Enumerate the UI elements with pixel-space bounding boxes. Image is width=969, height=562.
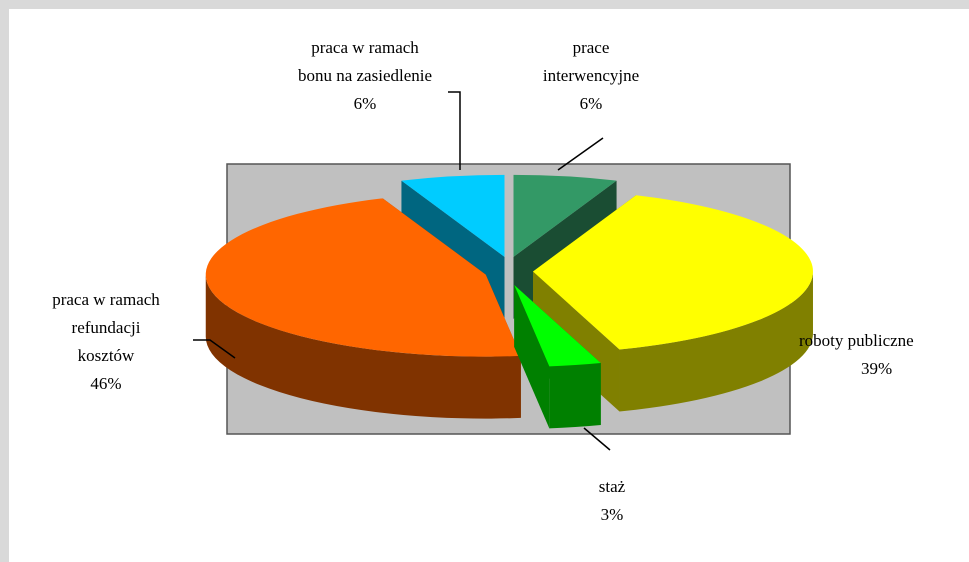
- category-label: prace interwencyjne: [542, 38, 640, 85]
- chart: prace interwencyjne 6% roboty publiczne 39…: [9, 9, 969, 562]
- leader-line: [557, 137, 604, 171]
- leader-line: [193, 339, 236, 359]
- value-label: 6%: [353, 94, 377, 113]
- slice: [401, 174, 505, 257]
- slice: [513, 174, 617, 257]
- leader-line: [583, 427, 611, 451]
- slice-side: [514, 285, 550, 429]
- slice-wall: [549, 363, 601, 429]
- slice-label: prace interwencyjne 6%: [535, 34, 647, 118]
- slice-label: praca w ramach refundacji kosztów 46%: [43, 286, 169, 398]
- category-label: praca w ramach refundacji kosztów: [52, 290, 160, 365]
- pie: [205, 174, 813, 429]
- value-label: 6%: [579, 94, 603, 113]
- slice-label: praca w ramach bonu na zasiedlenie 6%: [297, 34, 433, 118]
- slice: [532, 195, 813, 350]
- value-label: 3%: [600, 505, 624, 524]
- value-label: 46%: [90, 374, 122, 393]
- chart-svg: [193, 91, 813, 451]
- category-label: staż: [598, 477, 626, 496]
- slice: [205, 198, 521, 357]
- category-label: roboty publiczne: [799, 331, 914, 350]
- slice: [514, 285, 601, 367]
- value-label: 39%: [861, 359, 893, 378]
- slice-wall: [205, 274, 521, 419]
- leader-line: [448, 91, 461, 170]
- slice-wall: [619, 271, 813, 412]
- category-label: praca w ramach bonu na zasiedlenie: [297, 38, 433, 85]
- slice-label: staż 3%: [572, 473, 652, 529]
- slice-label: roboty publiczne 39%: [799, 327, 969, 383]
